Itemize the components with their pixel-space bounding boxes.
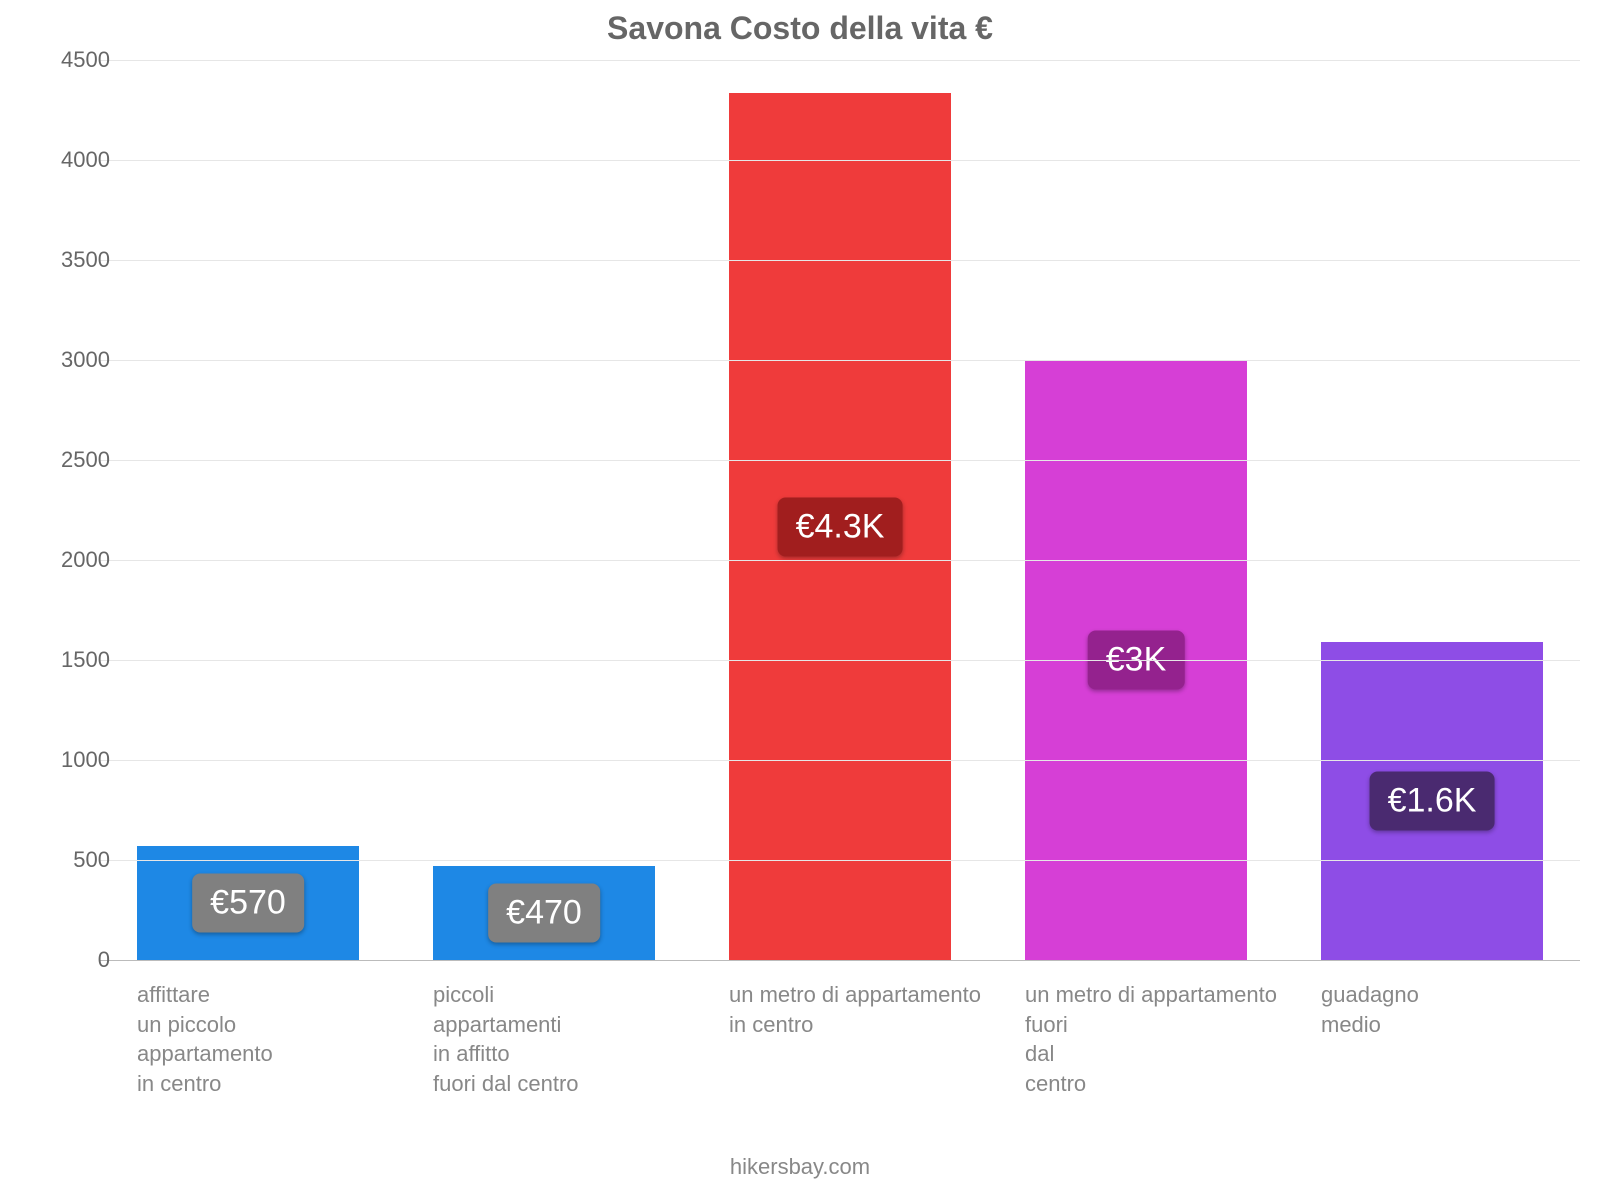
bar-value-badge: €470 (488, 884, 600, 943)
gridline (100, 660, 1580, 661)
bar-value-badge: €570 (192, 874, 304, 933)
y-tick-label: 4000 (20, 147, 110, 173)
bar: €570 (137, 846, 359, 960)
y-tick-label: 2500 (20, 447, 110, 473)
gridline (100, 460, 1580, 461)
gridline (100, 860, 1580, 861)
x-axis-label: affittare un piccolo appartamento in cen… (137, 980, 273, 1099)
bar-value-badge: €1.6K (1370, 772, 1495, 831)
bar-value-badge: €4.3K (778, 497, 903, 556)
gridline (100, 760, 1580, 761)
x-axis-label: piccoli appartamenti in affitto fuori da… (433, 980, 579, 1099)
attribution-text: hikersbay.com (0, 1154, 1600, 1180)
bar: €1.6K (1321, 642, 1543, 960)
y-tick-label: 500 (20, 847, 110, 873)
y-tick-label: 2000 (20, 547, 110, 573)
y-tick-label: 0 (20, 947, 110, 973)
x-axis-label: un metro di appartamento fuori dal centr… (1025, 980, 1277, 1099)
y-tick-label: 3000 (20, 347, 110, 373)
chart-container: Savona Costo della vita € €570 €470 €4.3K €… (0, 0, 1600, 1200)
y-tick-label: 1000 (20, 747, 110, 773)
bar: €470 (433, 866, 655, 960)
plot-area: €570€470€4.3K€3K€1.6K (100, 60, 1580, 961)
bar: €4.3K (729, 93, 951, 960)
y-tick-label: 3500 (20, 247, 110, 273)
x-axis-label: un metro di appartamento in centro (729, 980, 981, 1039)
gridline (100, 60, 1580, 61)
y-tick-label: 1500 (20, 647, 110, 673)
bars-layer: €570€470€4.3K€3K€1.6K (100, 60, 1580, 960)
gridline (100, 260, 1580, 261)
x-axis-label: guadagno medio (1321, 980, 1419, 1039)
y-tick-label: 4500 (20, 47, 110, 73)
chart-title: Savona Costo della vita € (0, 10, 1600, 47)
gridline (100, 160, 1580, 161)
gridline (100, 560, 1580, 561)
gridline (100, 360, 1580, 361)
